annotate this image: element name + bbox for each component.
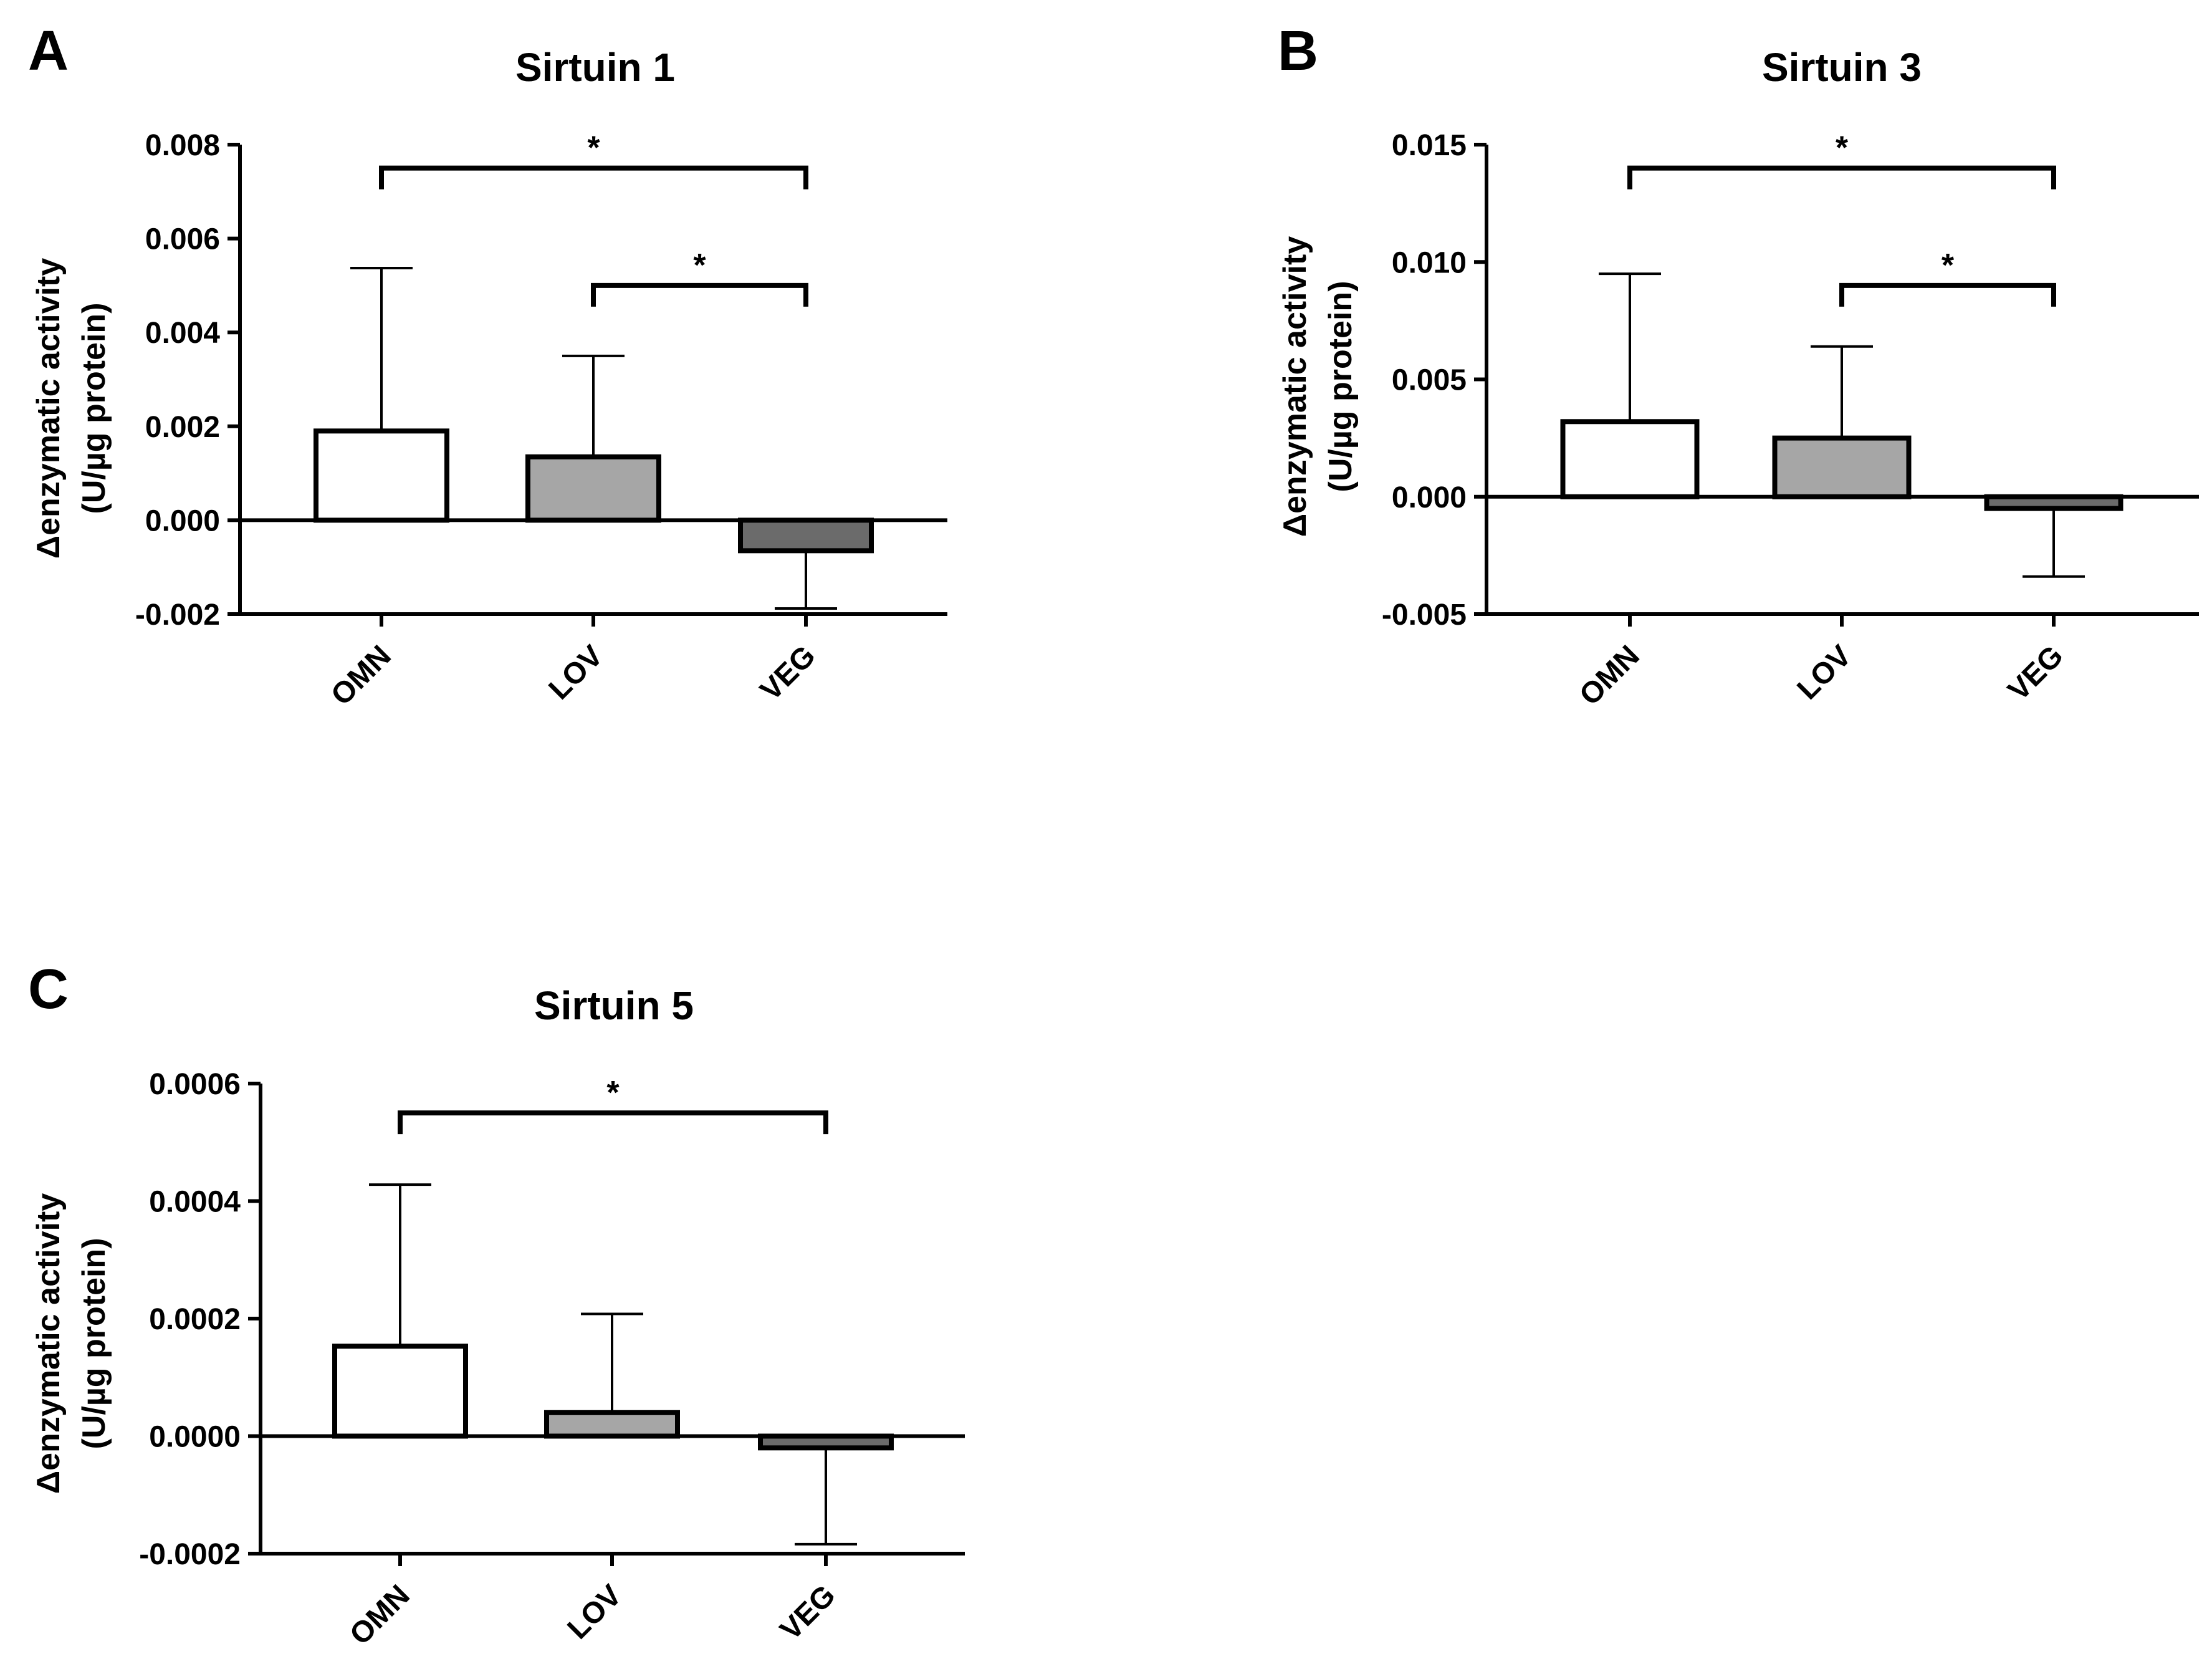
x-tick-label-veg: VEG <box>774 1579 842 1647</box>
significance-bracket <box>398 1110 828 1135</box>
panel-c: C Sirtuin 5 Δenzymatic activity (U/µg pr… <box>28 958 694 1494</box>
significance-star: * <box>587 130 600 166</box>
bar-veg <box>738 517 874 554</box>
significance-star: * <box>1941 248 1955 284</box>
plot-area-b: -0.005 0.000 0.005 0.010 0.015 OMN LOV VEG * * <box>1382 129 2199 712</box>
y-axis-label-line1: Δenzymatic activity <box>1277 236 1313 537</box>
x-tick-label-veg: VEG <box>754 639 822 707</box>
x-tick-label-lov: LOV <box>562 1579 628 1645</box>
y-axis-label-line2: (U/µg protein) <box>76 302 112 514</box>
panel-b: B Sirtuin 3 Δenzymatic activity (U/µg pr… <box>1277 20 1922 537</box>
y-tick-label: 0.005 <box>1392 364 1467 397</box>
y-tick-label: 0.015 <box>1392 129 1467 162</box>
panel-label-a: A <box>28 20 69 82</box>
x-tick-label-lov: LOV <box>1791 639 1858 706</box>
significance-bracket <box>1627 165 2056 190</box>
significance-bracket <box>1839 282 2056 307</box>
y-axis-label-line2: (U/µg protein) <box>76 1238 112 1449</box>
panel-a: A Sirtuin 1 Δenzymatic activity (U/µg pr… <box>28 20 675 559</box>
y-tick-label: 0.000 <box>1392 481 1467 514</box>
bar-omn <box>314 428 449 523</box>
panel-label-b: B <box>1278 20 1318 82</box>
x-tick-label-veg: VEG <box>2002 639 2070 707</box>
significance-bracket <box>591 282 808 307</box>
y-tick-label: 0.0000 <box>149 1421 241 1454</box>
y-tick-label: 0.004 <box>145 317 220 350</box>
y-tick-label: -0.002 <box>135 599 220 632</box>
x-tick-label-omn: OMN <box>325 639 398 712</box>
y-tick-label: 0.000 <box>145 504 220 537</box>
plot-area-a: -0.002 0.000 0.002 0.004 0.006 0.008 OMN LOV VEG… <box>135 129 947 712</box>
y-tick-label: 0.0004 <box>149 1186 241 1219</box>
y-tick-label: -0.005 <box>1382 599 1467 632</box>
y-tick-label: 0.0002 <box>149 1303 241 1336</box>
x-tick-label-omn: OMN <box>343 1579 416 1652</box>
y-tick-label: 0.002 <box>145 411 220 444</box>
plot-area-c: -0.0002 0.0000 0.0002 0.0004 0.0006 OMN LOV VEG… <box>139 1068 965 1652</box>
bar-omn <box>332 1344 468 1439</box>
bar-lov <box>1772 435 1912 499</box>
x-tick-label-omn: OMN <box>1573 639 1646 712</box>
significance-bracket <box>379 165 808 190</box>
x-tick-label-lov: LOV <box>543 639 610 706</box>
y-tick-label: 0.010 <box>1392 246 1467 279</box>
y-tick-label: -0.0002 <box>139 1538 241 1571</box>
chart-title-sirtuin-1: Sirtuin 1 <box>515 45 675 90</box>
significance-star: * <box>693 248 706 284</box>
y-tick-label: 0.006 <box>145 223 220 256</box>
y-axis-label-line1: Δenzymatic activity <box>31 258 67 559</box>
bar-lov <box>525 454 661 523</box>
y-axis-label-line2: (U/µg protein) <box>1323 281 1359 492</box>
panel-label-c: C <box>28 958 69 1021</box>
y-axis-label-line1: Δenzymatic activity <box>31 1193 67 1494</box>
significance-star: * <box>1836 130 1849 166</box>
significance-star: * <box>606 1075 620 1111</box>
chart-title-sirtuin-5: Sirtuin 5 <box>534 983 694 1028</box>
y-tick-label: 0.008 <box>145 129 220 162</box>
y-tick-label: 0.0006 <box>149 1068 241 1101</box>
bar-omn <box>1560 419 1700 499</box>
chart-title-sirtuin-3: Sirtuin 3 <box>1762 45 1922 90</box>
bar-lov <box>544 1410 680 1439</box>
